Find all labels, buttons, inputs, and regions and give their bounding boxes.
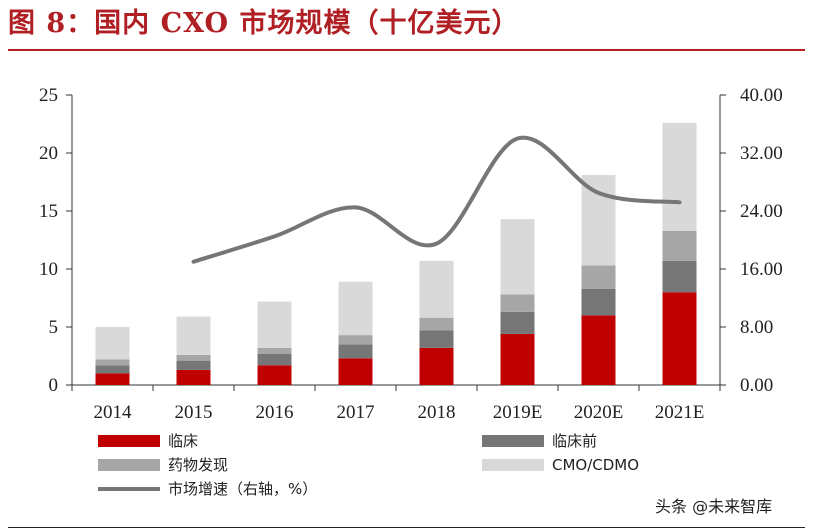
growth-rate-point — [274, 235, 275, 237]
bar-cmo-cdmo — [581, 175, 616, 266]
bar-cmo-cdmo — [419, 260, 454, 318]
bar-drug-discovery — [581, 265, 616, 289]
legend-label: CMO/CDMO — [552, 456, 639, 474]
bar-clinical — [95, 373, 130, 385]
x-tick-label: 2019E — [493, 402, 543, 423]
right-tick-label: 0.00 — [740, 375, 773, 396]
bar-cmo-cdmo — [662, 122, 697, 231]
legend-swatch — [98, 459, 160, 471]
bar-preclinical — [95, 365, 130, 374]
bar-clinical — [176, 369, 211, 385]
left-tick-label: 20 — [39, 143, 58, 164]
legend-swatch — [482, 459, 544, 471]
left-tick-label: 0 — [49, 375, 59, 396]
x-tick-label: 2014 — [94, 402, 133, 423]
x-tick-label: 2020E — [574, 402, 624, 423]
growth-rate-point — [517, 138, 518, 139]
x-tick-label: 2018 — [418, 402, 456, 423]
bar-cmo-cdmo — [95, 327, 130, 360]
bar-preclinical — [257, 353, 292, 366]
bar-cmo-cdmo — [257, 301, 292, 348]
bar-preclinical — [500, 311, 535, 334]
bar-clinical — [500, 333, 535, 385]
legend-label: 药物发现 — [168, 456, 228, 474]
legend-label: 市场增速（右轴，%） — [168, 480, 317, 498]
legend-swatch — [482, 435, 544, 447]
bar-clinical — [257, 365, 292, 385]
left-tick-label: 10 — [39, 259, 58, 280]
bar-preclinical — [662, 260, 697, 293]
title-divider — [8, 49, 805, 51]
bar-cmo-cdmo — [176, 316, 211, 355]
bar-preclinical — [338, 344, 373, 359]
growth-rate-point — [193, 261, 194, 263]
bar-clinical — [581, 315, 616, 385]
bar-preclinical — [176, 360, 211, 370]
x-tick-label: 2015 — [175, 402, 213, 423]
bottom-divider — [8, 527, 805, 528]
right-tick-label: 40.00 — [740, 85, 783, 106]
left-tick-label: 25 — [39, 85, 58, 106]
growth-rate-point — [436, 243, 437, 245]
growth-rate-point — [598, 192, 599, 194]
legend-label: 临床前 — [552, 432, 597, 450]
left-tick-label: 15 — [39, 201, 58, 222]
x-tick-label: 2021E — [655, 402, 705, 423]
bar-drug-discovery — [662, 230, 697, 261]
right-tick-label: 32.00 — [740, 143, 783, 164]
bar-drug-discovery — [338, 335, 373, 345]
bar-cmo-cdmo — [338, 281, 373, 336]
bar-drug-discovery — [176, 354, 211, 361]
bar-clinical — [419, 347, 454, 385]
bar-drug-discovery — [95, 359, 130, 366]
bar-drug-discovery — [419, 317, 454, 331]
bar-clinical — [338, 358, 373, 385]
growth-rate-point — [355, 206, 356, 208]
watermark: 头条 @未来智库 — [655, 497, 773, 516]
legend-label: 临床 — [168, 432, 198, 450]
bar-drug-discovery — [500, 294, 535, 312]
x-tick-label: 2016 — [256, 402, 294, 423]
bar-clinical — [662, 292, 697, 385]
right-tick-label: 8.00 — [740, 317, 773, 338]
left-tick-label: 5 — [49, 317, 59, 338]
bar-preclinical — [419, 330, 454, 348]
right-tick-label: 24.00 — [740, 201, 783, 222]
bar-preclinical — [581, 288, 616, 316]
bar-cmo-cdmo — [500, 219, 535, 295]
right-tick-label: 16.00 — [740, 259, 783, 280]
legend-swatch — [98, 435, 160, 447]
x-tick-label: 2017 — [337, 402, 375, 423]
growth-rate-point — [679, 201, 680, 203]
page-title: 图 8：国内 CXO 市场规模（十亿美元） — [8, 8, 520, 39]
bar-drug-discovery — [257, 347, 292, 354]
